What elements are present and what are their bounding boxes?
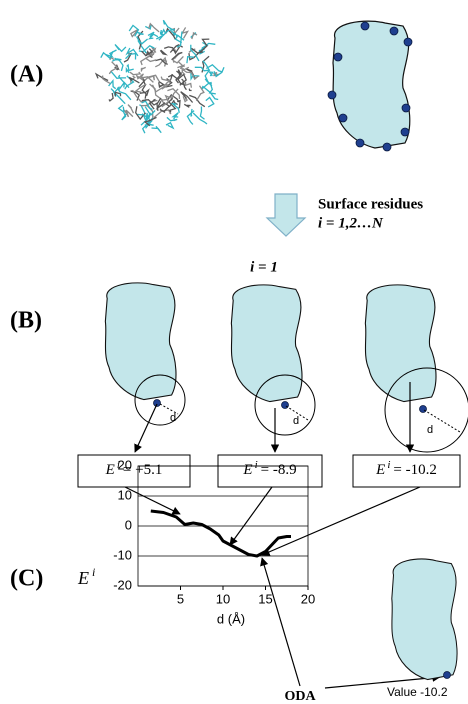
panel-label: (C) xyxy=(10,566,43,592)
atom-bond xyxy=(109,62,117,74)
atom-bond xyxy=(189,51,201,60)
energy-index: i xyxy=(387,459,390,471)
protein-outline xyxy=(392,559,457,680)
molecule xyxy=(96,20,224,133)
energy-value: = -10.2 xyxy=(393,462,436,478)
figure: (A) Surface residues i = 1,2…N i = 1 (B)… xyxy=(0,0,468,704)
residue-dot xyxy=(356,139,364,147)
atom-bond xyxy=(160,50,165,54)
data-line xyxy=(151,511,291,556)
atom-bond xyxy=(186,82,192,88)
residue-dot xyxy=(390,27,398,35)
atom-bond xyxy=(189,89,191,91)
atom-bond xyxy=(131,91,140,101)
residue-dot xyxy=(334,53,342,61)
x-axis-label: d (Å) xyxy=(217,611,245,626)
x-tick-label: 20 xyxy=(301,591,315,606)
panel-label: (A) xyxy=(10,62,43,88)
oda-label: ODA xyxy=(284,689,316,704)
atom-bond xyxy=(166,123,173,128)
y-axis-index: i xyxy=(92,565,95,579)
atom-bond xyxy=(184,104,190,107)
atom-bond xyxy=(109,81,116,89)
atom-bond xyxy=(126,54,136,60)
energy-symbol: E xyxy=(242,462,252,478)
atom-bond xyxy=(140,90,149,96)
protein-outline xyxy=(105,283,176,400)
atom-bond xyxy=(173,104,180,113)
atom-bond xyxy=(182,27,187,38)
atom-bond xyxy=(187,111,194,125)
energy-symbol: E xyxy=(105,462,115,478)
residue-dot xyxy=(339,114,347,122)
arrow xyxy=(135,404,157,452)
residue-dot xyxy=(383,143,391,151)
iteration-label: i = 1 xyxy=(250,259,278,275)
atom-bond xyxy=(167,117,177,120)
residue-dot xyxy=(328,91,336,99)
residue-dot xyxy=(282,402,289,409)
distance-label: d xyxy=(427,424,433,436)
arrow xyxy=(262,558,300,686)
y-tick-label: 0 xyxy=(125,517,132,532)
energy-symbol: E xyxy=(375,462,385,478)
atom-bond xyxy=(192,33,197,39)
protein-outline xyxy=(365,285,436,402)
atom-bond xyxy=(163,20,174,30)
protein-outline xyxy=(231,285,302,402)
energy-index: i xyxy=(255,459,258,471)
x-tick-label: 15 xyxy=(258,591,272,606)
atom-bond xyxy=(130,72,140,75)
distance-label: d xyxy=(170,412,176,424)
x-tick-label: 10 xyxy=(216,591,230,606)
residue-dot xyxy=(444,672,451,679)
atom-bond xyxy=(127,65,134,70)
atom-bond xyxy=(173,113,178,119)
atom-bond xyxy=(205,70,210,82)
atom-bond xyxy=(209,72,212,76)
distance-label: d xyxy=(293,415,299,427)
atom-bond xyxy=(141,67,146,71)
y-axis-symbol: E xyxy=(77,568,89,588)
atom-bond xyxy=(109,93,113,101)
residue-dot xyxy=(401,128,409,136)
residue-dot xyxy=(361,22,369,30)
atom-bond xyxy=(206,98,214,107)
arrow xyxy=(262,487,420,555)
y-tick-label: -10 xyxy=(113,547,132,562)
residue-dot xyxy=(402,104,410,112)
atom-bond xyxy=(159,82,164,88)
atom-bond xyxy=(204,87,218,99)
residue-dot xyxy=(154,400,161,407)
atom-bond xyxy=(177,65,184,68)
y-tick-label: 20 xyxy=(118,457,132,472)
step-title: Surface residues xyxy=(318,196,423,212)
atom-bond xyxy=(202,82,212,89)
y-tick-label: -20 xyxy=(113,577,132,592)
panel-label: (B) xyxy=(10,308,42,334)
residue-dot xyxy=(404,38,412,46)
energy-value: = -8.9 xyxy=(261,462,297,478)
result-label: Value -10.2 xyxy=(387,685,448,699)
atom-bond xyxy=(152,126,162,132)
atom-bond xyxy=(200,107,204,120)
step-range: i = 1,2…N xyxy=(318,215,384,231)
protein-outline xyxy=(333,21,410,148)
x-tick-label: 5 xyxy=(177,591,184,606)
step-arrow xyxy=(267,194,305,236)
energy-label: Ei= +5.1 xyxy=(105,459,163,479)
